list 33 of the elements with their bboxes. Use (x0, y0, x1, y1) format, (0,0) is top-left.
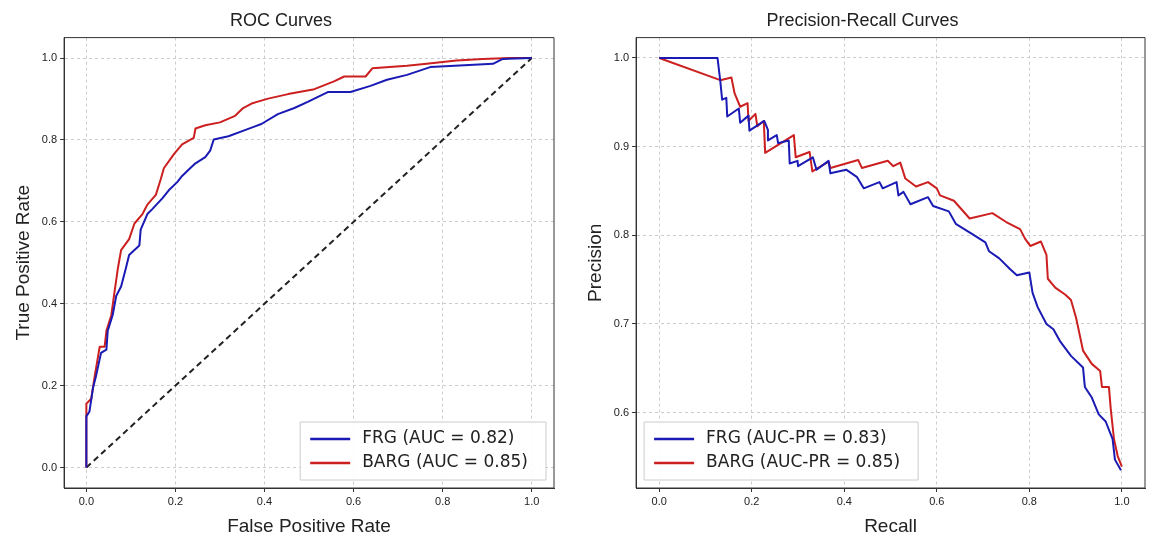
y-tick-label: 1.0 (613, 51, 630, 64)
x-axis-title: False Positive Rate (227, 514, 391, 536)
x-tick-label: 0.6 (345, 494, 362, 507)
x-tick-label: 1.0 (524, 494, 540, 507)
legend-label: BARG (AUC-PR = 0.85) (706, 451, 901, 472)
x-tick-label: 0.2 (744, 494, 760, 507)
y-tick-label: 0.4 (41, 296, 58, 309)
legend-label: BARG (AUC = 0.85) (362, 451, 529, 472)
x-tick-label: 1.0 (1114, 494, 1130, 507)
x-tick-label: 0.4 (836, 494, 852, 507)
y-tick-label: 0.6 (613, 405, 630, 418)
y-tick-label: 0.0 (41, 460, 58, 473)
x-axis-title: Recall (864, 514, 917, 536)
y-tick-label: 0.8 (41, 132, 58, 145)
x-tick-label: 0.0 (78, 494, 95, 507)
y-axis-title: Precision (583, 223, 605, 302)
x-tick-label: 0.0 (651, 494, 667, 507)
legend-label: FRG (AUC = 0.82) (362, 427, 515, 448)
y-tick-label: 0.6 (41, 214, 58, 227)
y-tick-label: 0.9 (613, 139, 630, 152)
chart-title: Precision-Recall Curves (766, 9, 959, 30)
chart-title: ROC Curves (229, 9, 333, 30)
x-tick-label: 0.6 (929, 494, 945, 507)
y-tick-label: 0.8 (613, 228, 630, 241)
x-tick-label: 0.8 (435, 494, 451, 507)
y-tick-label: 0.7 (613, 317, 630, 330)
x-tick-label: 0.4 (256, 494, 273, 507)
y-tick-label: 1.0 (41, 51, 58, 64)
x-tick-label: 0.2 (167, 494, 184, 507)
y-tick-label: 0.2 (41, 378, 58, 391)
legend-label: FRG (AUC-PR = 0.83) (706, 427, 887, 448)
x-tick-label: 0.8 (1021, 494, 1037, 507)
y-axis-title: True Positive Rate (11, 185, 33, 341)
